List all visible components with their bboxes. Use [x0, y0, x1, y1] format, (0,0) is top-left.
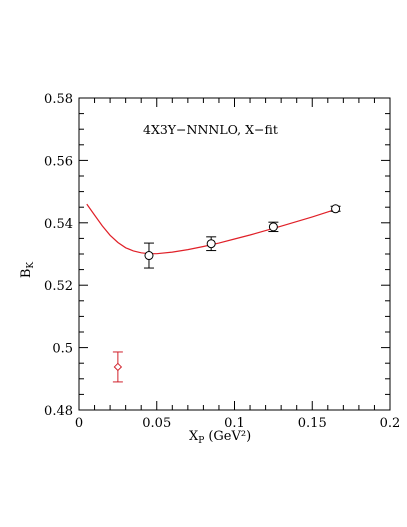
x-tick-label: 0.1 [224, 416, 245, 431]
fit-curve [86, 203, 336, 255]
y-tick-label: 0.58 [44, 92, 73, 107]
x-tick-label: 0.05 [142, 416, 171, 431]
data-point-circle [268, 222, 278, 232]
y-tick-label: 0.48 [44, 404, 73, 419]
y-axis-title: BK [19, 262, 36, 279]
data-point-diamond [113, 362, 123, 372]
plot-frame [78, 97, 391, 411]
y-tick-label: 0.56 [44, 154, 73, 169]
x-axis-title: XP (GeV²) [189, 429, 251, 446]
data-point-circle [206, 239, 216, 249]
data-point-circle [331, 204, 341, 214]
x-tick-labels: 0 0.05 0.1 0.15 0.2 [75, 416, 400, 431]
y-tick-label: 0.52 [44, 279, 73, 294]
y-tick-labels: 0.48 0.5 0.52 0.54 0.56 0.58 [44, 92, 73, 419]
chart-annotation: 4X3Y−NNNLO, X−fit [143, 122, 278, 137]
x-tick-label: 0.15 [298, 416, 327, 431]
data-points-layer [112, 204, 341, 383]
tick-marks [78, 97, 391, 411]
y-tick-label: 0.5 [52, 342, 73, 357]
y-tick-label: 0.54 [44, 217, 73, 232]
fit-curve-layer [86, 203, 336, 255]
data-point-circle [144, 251, 154, 261]
x-tick-label: 0.2 [380, 416, 401, 431]
x-tick-label: 0 [75, 416, 83, 431]
